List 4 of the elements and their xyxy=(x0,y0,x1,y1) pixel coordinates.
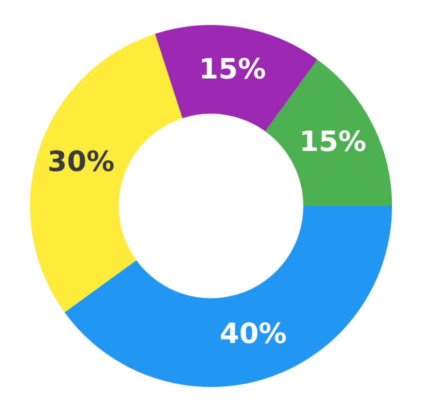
data-label: 40% xyxy=(220,317,287,350)
data-label: 30% xyxy=(48,145,115,178)
data-label: 15% xyxy=(299,125,366,158)
data-label: 15% xyxy=(198,52,266,86)
